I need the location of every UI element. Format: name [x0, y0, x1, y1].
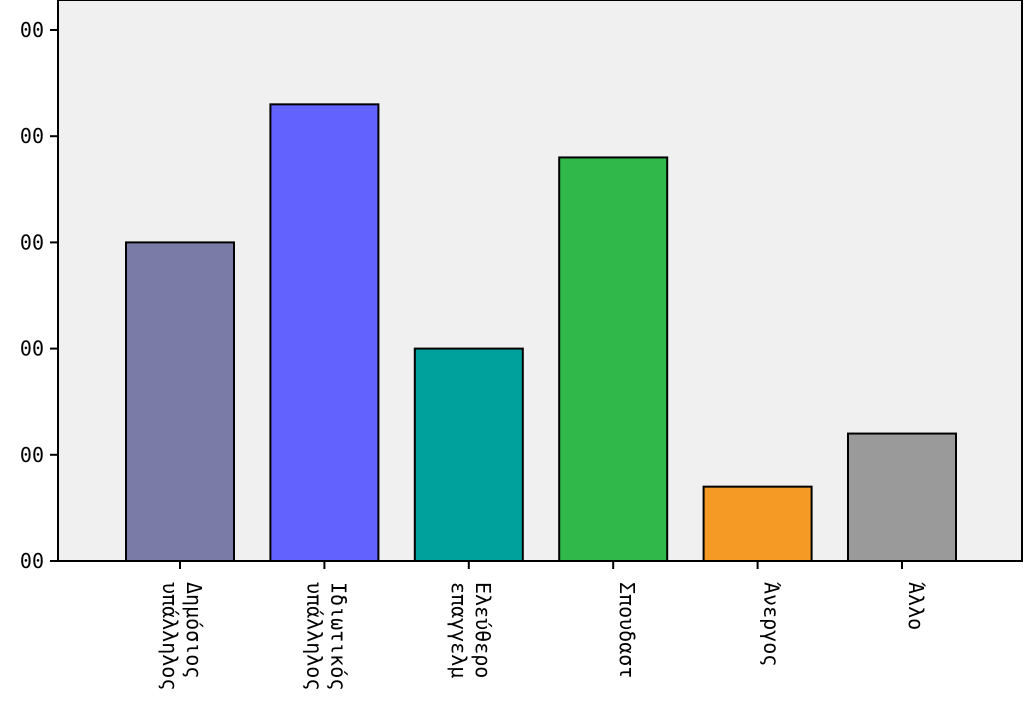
- bar: [413, 347, 524, 562]
- x-tick-label-line: επαγγελμ: [447, 582, 471, 678]
- x-tick-label-line: Άλλο: [904, 582, 928, 630]
- x-tick-label-line: Σπουδαστ: [615, 582, 639, 678]
- x-tick-label: Άλλο: [904, 582, 928, 630]
- bar: [269, 103, 380, 562]
- x-tick-label: Άνεργος: [760, 582, 784, 666]
- bar: [125, 241, 235, 562]
- y-tick-label: 00: [20, 18, 44, 42]
- y-axis: 00 00 00 00 00 00: [20, 18, 58, 573]
- x-tick-label-line: Ιδιωτικός: [326, 582, 350, 690]
- x-tick-label-line: Ελεύθερο: [471, 582, 495, 678]
- y-tick-label: 00: [20, 230, 44, 254]
- x-tick-label-line: Άνεργος: [760, 582, 784, 666]
- x-tick-label-line: υπάλληλος: [302, 582, 326, 690]
- y-tick-label: 00: [20, 337, 44, 361]
- bar: [702, 485, 813, 562]
- y-tick-label: 00: [20, 124, 44, 148]
- y-tick-label: 00: [20, 549, 44, 573]
- bar: [558, 156, 669, 562]
- y-tick-label: 00: [20, 443, 44, 467]
- bar: [847, 432, 957, 562]
- x-tick-label: Σπουδαστ: [615, 582, 639, 678]
- x-tick-label-line: υπάλληλος: [158, 582, 182, 690]
- x-tick-label-line: Δημόσιος: [182, 582, 206, 678]
